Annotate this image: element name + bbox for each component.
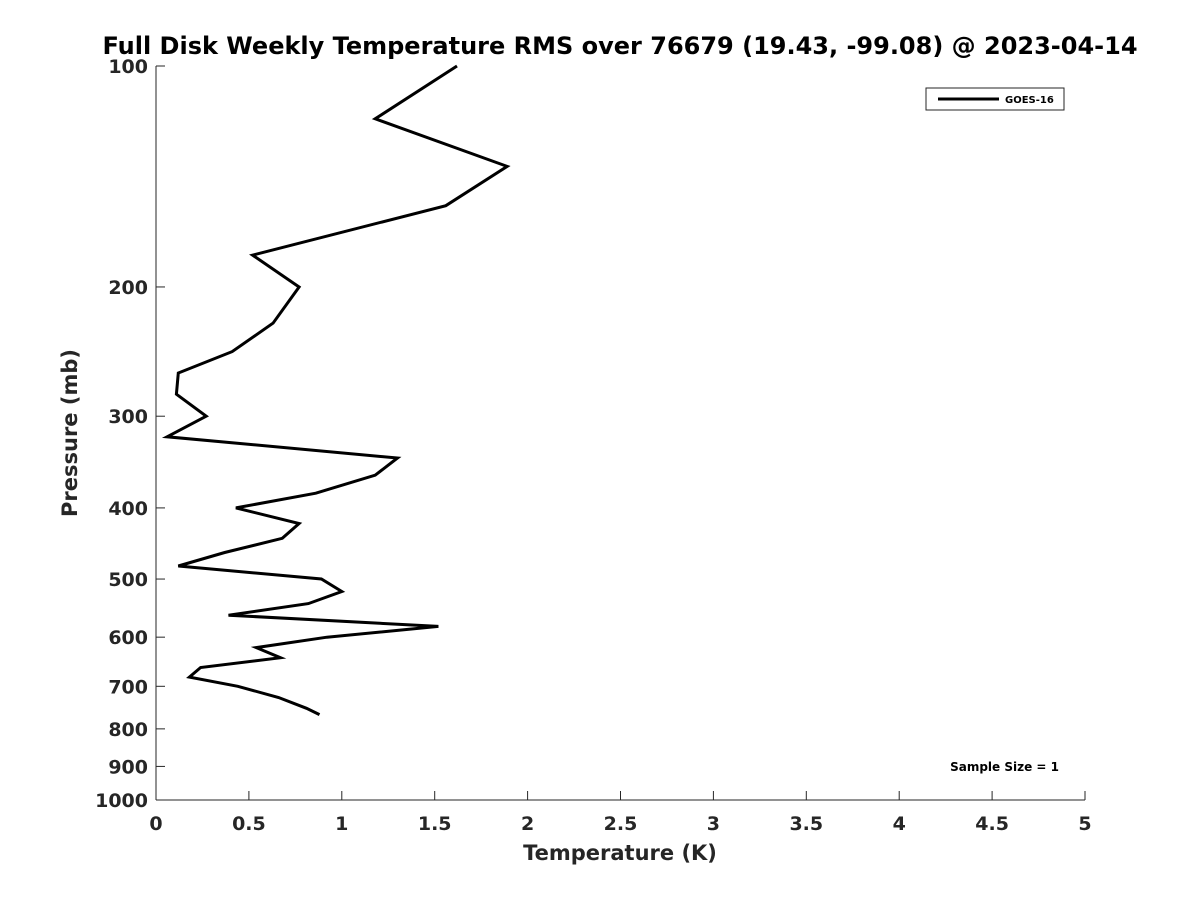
y-tick-label: 1000 [95, 790, 148, 812]
x-tick-label: 4.5 [975, 813, 1009, 835]
y-tick-label: 100 [108, 56, 148, 78]
x-tick-label: 1 [335, 813, 348, 835]
x-tick-label: 5 [1078, 813, 1091, 835]
x-tick-label: 2 [521, 813, 534, 835]
x-tick-label: 3 [707, 813, 720, 835]
x-tick-label: 2.5 [604, 813, 638, 835]
chart-title: Full Disk Weekly Temperature RMS over 76… [102, 32, 1137, 60]
x-tick-label: 3.5 [789, 813, 823, 835]
y-tick-label: 500 [108, 569, 148, 591]
y-tick-label: 600 [108, 627, 148, 649]
x-axis-label: Temperature (K) [523, 841, 717, 865]
y-tick-label: 400 [108, 498, 148, 520]
y-axis-ticks: 100 200 300 400 500 600 700 800 900 1000 [95, 56, 165, 812]
x-axis-ticks: 0 0.5 1 1.5 2 2.5 3 3.5 4 4.5 5 [149, 791, 1092, 835]
y-tick-label: 900 [108, 756, 148, 778]
y-tick-label: 300 [108, 406, 148, 428]
x-tick-label: 0.5 [232, 813, 266, 835]
series-line-goes-16 [161, 64, 511, 716]
x-tick-label: 1.5 [418, 813, 452, 835]
x-tick-label: 0 [149, 813, 162, 835]
legend: GOES-16 [925, 87, 1065, 111]
y-tick-label: 800 [108, 719, 148, 741]
y-tick-label: 700 [108, 676, 148, 698]
y-axis-label: Pressure (mb) [58, 349, 82, 517]
x-tick-label: 4 [893, 813, 906, 835]
series-group [161, 64, 511, 716]
legend-label-goes-16: GOES-16 [1005, 95, 1054, 106]
sample-size-annotation: Sample Size = 1 [950, 760, 1059, 774]
plot-area [156, 66, 1085, 800]
y-tick-label: 200 [108, 277, 148, 299]
